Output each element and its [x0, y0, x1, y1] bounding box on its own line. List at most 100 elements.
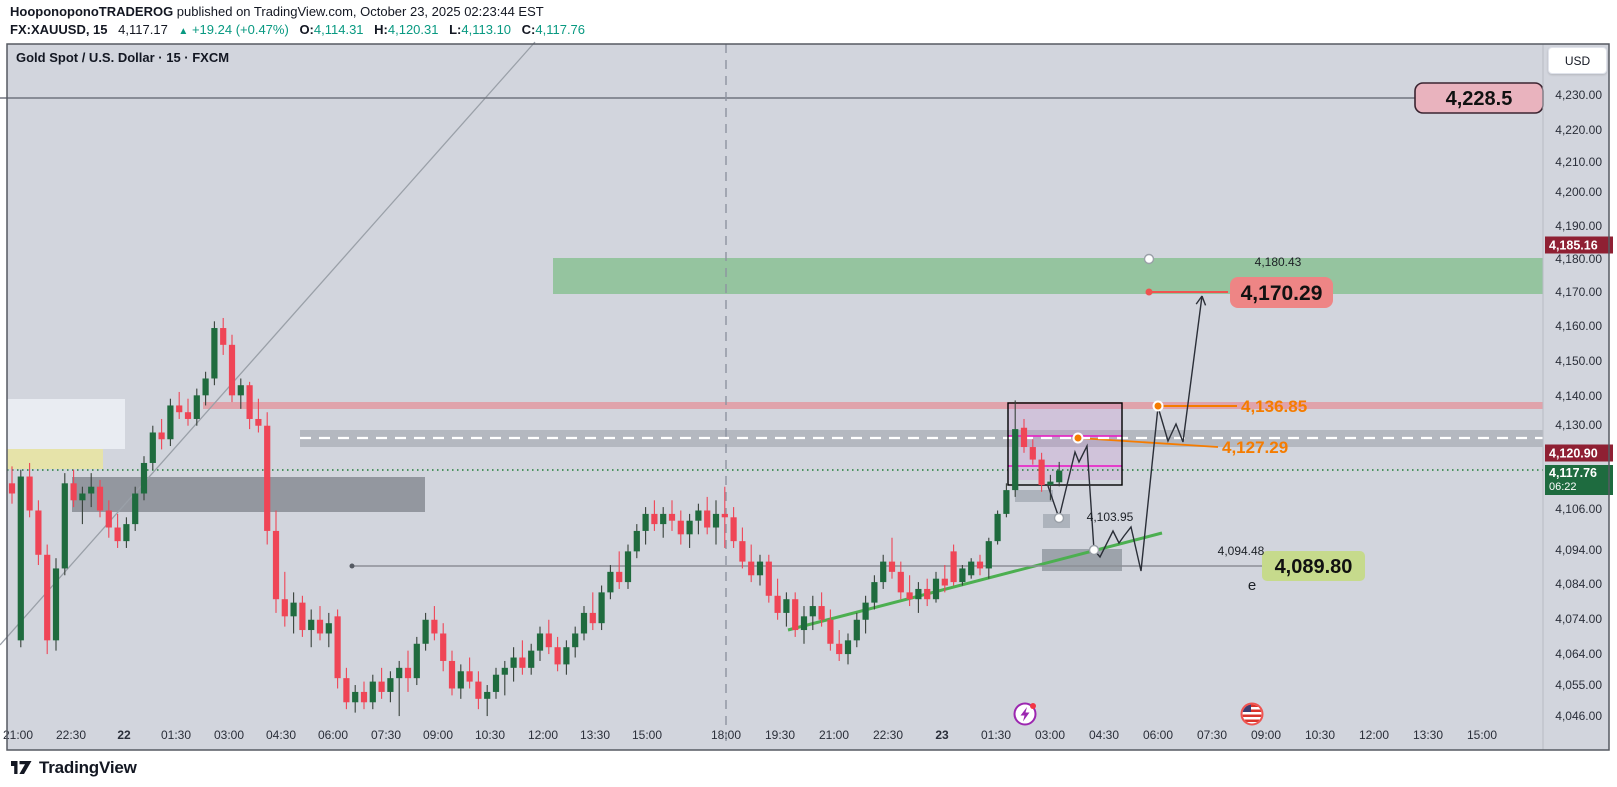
currency-toggle-button[interactable]: USD [1548, 47, 1607, 74]
open-value: 4,114.31 [313, 22, 364, 37]
candle-up [396, 667, 403, 679]
candle-down [941, 578, 948, 586]
price-axis-tick: 4,220.00 [1555, 123, 1602, 137]
gray-level-band[interactable] [300, 430, 1543, 447]
tradingview-logo-icon [11, 761, 32, 774]
candle-up [844, 640, 852, 655]
candle-down [818, 606, 825, 620]
yellow-box[interactable] [7, 449, 103, 469]
price-change: +19.24 (+0.47%) [191, 22, 289, 37]
time-axis-label: 13:30 [580, 728, 610, 742]
consolidation-box[interactable] [1007, 402, 1123, 486]
time-axis-label: 18:00 [711, 728, 741, 742]
orange-dot-marker[interactable] [1154, 402, 1162, 410]
path-arrowhead [1201, 295, 1207, 306]
price-axis-tick: 4,180.00 [1555, 252, 1602, 266]
gray-supply-box[interactable] [72, 477, 425, 512]
white-circle-marker[interactable] [1143, 253, 1155, 265]
label-e[interactable]: e [1248, 577, 1256, 594]
candle-up [457, 671, 464, 689]
candle-up [211, 328, 218, 379]
high-label: H: [374, 22, 388, 37]
event-lightning-icon-alert-dot [1030, 703, 1036, 709]
orange-4127-line[interactable] [1077, 437, 1219, 448]
red-dot-marker[interactable] [1145, 288, 1153, 296]
candle-down [448, 660, 456, 689]
white-box[interactable] [7, 399, 125, 449]
time-axis-label: 10:30 [475, 728, 505, 742]
orange-dot-marker[interactable] [1074, 434, 1082, 442]
candle-up [871, 582, 878, 603]
candle-down [343, 678, 350, 703]
line-start-dot [349, 563, 355, 569]
candle-down [888, 561, 896, 572]
candle-down [360, 691, 368, 703]
candle-up [510, 657, 517, 668]
candle-up [809, 606, 816, 617]
candle-down [668, 513, 676, 521]
candle-down [246, 385, 253, 419]
label-4089-box[interactable] [1262, 551, 1365, 581]
candle-down [1038, 459, 1045, 486]
chart-background[interactable] [7, 44, 1609, 750]
chart-border [6, 43, 1610, 751]
candle-up [325, 623, 332, 634]
time-axis-label: 22 [117, 728, 131, 742]
white-circle-marker[interactable] [1053, 512, 1065, 524]
candle-down [96, 486, 104, 511]
white-circle-marker[interactable] [1088, 544, 1100, 556]
candle-up [756, 561, 764, 576]
close-label: C: [521, 22, 536, 37]
candle-down [519, 657, 526, 668]
projected-path[interactable] [1047, 295, 1203, 572]
price-badge-countdown: 06:22 [1549, 481, 1577, 493]
candle-up [413, 643, 420, 679]
candle-down [114, 527, 121, 542]
price-axis-tick: 4,150.00 [1555, 354, 1602, 368]
candle-down [431, 619, 438, 634]
pink-level-band[interactable] [203, 402, 1543, 409]
candle-down [906, 592, 913, 600]
candle-down [677, 520, 684, 535]
candle-up [387, 678, 394, 692]
candle-up [52, 568, 60, 641]
price-axis-tick: 4,190.00 [1555, 219, 1602, 233]
candle-up [633, 530, 640, 552]
price-axis-tick: 4,046.00 [1555, 709, 1602, 723]
time-axis-label: 15:00 [1467, 728, 1497, 742]
trendline-green[interactable] [787, 531, 1163, 632]
candle-up [369, 681, 376, 703]
candle-down [924, 588, 931, 600]
label-4103[interactable]: 4,103.95 [1087, 510, 1134, 524]
label-4136[interactable]: 4,136.85 [1241, 397, 1307, 416]
candle-down [827, 619, 834, 644]
candle-down [228, 344, 236, 396]
trendline-gray[interactable] [0, 41, 536, 646]
tradingview-logo[interactable]: TradingView [10, 756, 137, 779]
price-axis-tick: 4,064.00 [1555, 647, 1602, 661]
publish-info: HooponoponoTRADEROG published on Trading… [10, 3, 585, 21]
candle-down [897, 571, 904, 593]
supply-zone-green[interactable] [553, 258, 1543, 294]
candle-down [739, 541, 746, 562]
symbol-name[interactable]: FX:XAUUSD, 15 [10, 22, 108, 37]
label-4127[interactable]: 4,127.29 [1222, 438, 1288, 457]
candle-down [616, 571, 623, 583]
candle-up [492, 674, 500, 692]
candle-down [1020, 427, 1028, 448]
candle-down [70, 483, 77, 501]
close-value: 4,117.76 [535, 22, 586, 37]
candle-down [774, 595, 781, 613]
time-axis-label: 21:00 [3, 728, 33, 742]
chart-legend-title[interactable]: Gold Spot / U.S. Dollar · 15 · FXCM [16, 50, 230, 65]
label-4170-box[interactable] [1230, 277, 1333, 308]
gray-box-a[interactable] [1015, 490, 1053, 502]
candle-down [651, 513, 658, 525]
candle-down [8, 483, 16, 494]
candle-up [17, 476, 24, 641]
label-4180[interactable]: 4,180.43 [1255, 255, 1302, 269]
time-axis-label: 09:00 [1251, 728, 1281, 742]
label-4094[interactable]: 4,094.48 [1218, 544, 1265, 558]
candle-up [123, 524, 130, 542]
